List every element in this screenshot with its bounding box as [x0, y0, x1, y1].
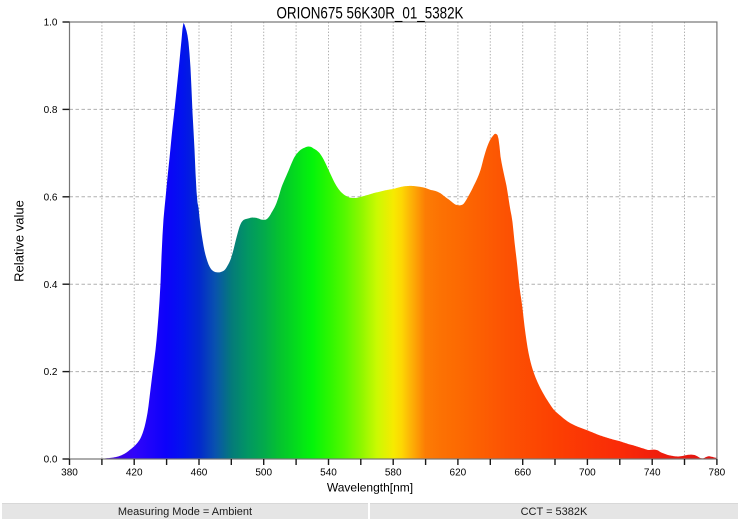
svg-text:0.8: 0.8 — [44, 105, 58, 116]
svg-text:620: 620 — [450, 468, 467, 479]
svg-text:1.0: 1.0 — [44, 18, 58, 29]
svg-text:Relative value: Relative value — [12, 200, 27, 282]
svg-text:0.4: 0.4 — [44, 280, 58, 291]
svg-text:540: 540 — [320, 468, 337, 479]
svg-text:ORION675 56K30R_01_5382K: ORION675 56K30R_01_5382K — [277, 5, 464, 23]
svg-text:500: 500 — [255, 468, 272, 479]
svg-text:660: 660 — [514, 468, 531, 479]
svg-text:Measuring Mode = Ambient: Measuring Mode = Ambient — [118, 506, 252, 518]
svg-text:780: 780 — [709, 468, 726, 479]
svg-text:700: 700 — [579, 468, 596, 479]
svg-text:740: 740 — [644, 468, 661, 479]
svg-text:Wavelength[nm]: Wavelength[nm] — [327, 481, 413, 495]
svg-text:0.2: 0.2 — [44, 367, 58, 378]
svg-text:0.6: 0.6 — [44, 192, 58, 203]
svg-text:0.0: 0.0 — [44, 455, 58, 466]
svg-text:460: 460 — [191, 468, 208, 479]
svg-text:380: 380 — [61, 468, 78, 479]
svg-text:420: 420 — [126, 468, 143, 479]
svg-text:CCT = 5382K: CCT = 5382K — [521, 506, 588, 518]
svg-text:580: 580 — [385, 468, 402, 479]
